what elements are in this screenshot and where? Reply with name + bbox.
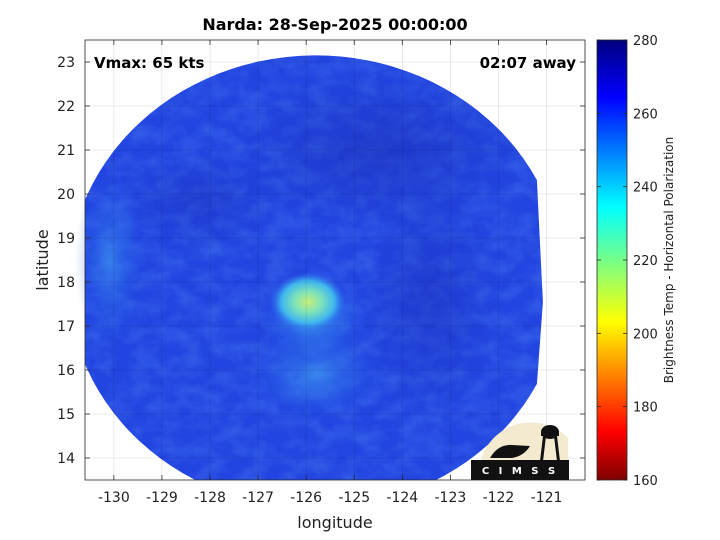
- logo-text: C I M S S: [482, 466, 558, 477]
- y-axis-label: latitude: [33, 229, 52, 290]
- x-tick-label: -130: [98, 490, 130, 506]
- dark-spiral-band: [120, 150, 280, 250]
- swath-image: [75, 55, 543, 480]
- x-tick-label: -125: [338, 490, 370, 506]
- x-tick-label: -122: [483, 490, 515, 506]
- colorbar-tick-label: 260: [633, 107, 658, 122]
- colorbar: [596, 39, 628, 481]
- x-axis-ticks: -130 -129 -128 -127 -126 -125 -124 -123 -122 -121: [98, 40, 562, 506]
- x-axis-label: longitude: [297, 513, 372, 532]
- colorbar-tick-label: 160: [633, 474, 658, 489]
- colorbar-tick-label: 200: [633, 327, 658, 342]
- x-tick-label: -127: [242, 490, 274, 506]
- chart-title: Narda: 28-Sep-2025 00:00:00: [202, 15, 467, 34]
- y-tick-label: 22: [57, 99, 75, 115]
- colorbar-tick-label: 220: [633, 254, 658, 269]
- time-away-annotation: 02:07 away: [480, 54, 577, 72]
- axes-box: [84, 39, 586, 481]
- grid: [85, 40, 585, 480]
- colorbar-ticks: 160 180 200 220 240 260 280: [597, 34, 658, 489]
- y-tick-label: 21: [57, 143, 75, 159]
- y-tick-label: 15: [57, 407, 75, 423]
- x-tick-label: -123: [434, 490, 466, 506]
- y-tick-label: 14: [57, 451, 75, 467]
- dark-spiral-band: [360, 180, 500, 420]
- colorbar-tick-label: 180: [633, 401, 658, 416]
- convective-core: [270, 272, 346, 332]
- y-tick-label: 18: [57, 275, 75, 291]
- y-tick-label: 20: [57, 187, 75, 203]
- y-tick-label: 23: [57, 55, 75, 71]
- y-tick-label: 17: [57, 319, 75, 335]
- x-tick-label: -129: [146, 490, 178, 506]
- cimss-logo: C I M S S: [471, 422, 569, 480]
- y-tick-label: 19: [57, 231, 75, 247]
- x-tick-label: -126: [290, 490, 322, 506]
- vmax-annotation: Vmax: 65 kts: [94, 54, 204, 72]
- y-tick-label: 16: [57, 363, 75, 379]
- colorbar-tick-label: 280: [633, 34, 658, 49]
- x-tick-label: -124: [386, 490, 418, 506]
- colorbar-tick-label: 240: [633, 181, 658, 196]
- y-axis-ticks: 14 15 16 17 18 19 20 21 22 23: [57, 55, 585, 467]
- x-tick-label: -128: [194, 490, 226, 506]
- colorbar-label: Brightness Temp - Horizontal Polarizatio…: [662, 137, 676, 384]
- western-rainband: [75, 170, 145, 350]
- x-tick-label: -121: [531, 490, 563, 506]
